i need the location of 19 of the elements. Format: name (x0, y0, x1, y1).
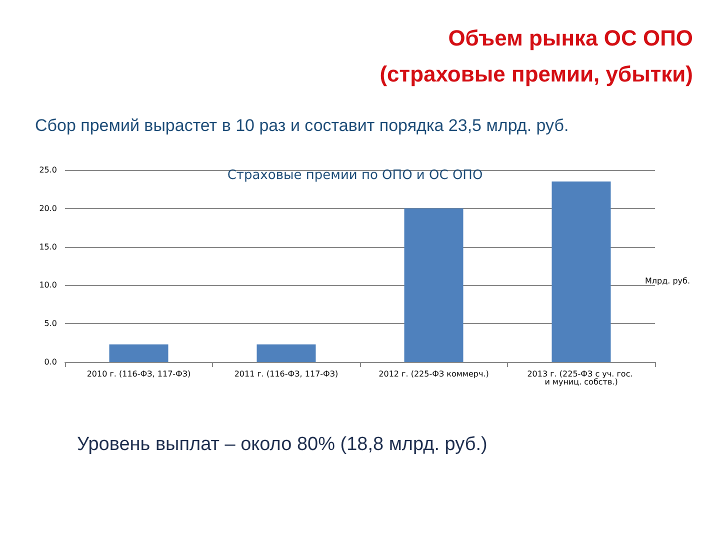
y-tick-label: 15.0 (39, 242, 57, 252)
x-tick-label: 2013 г. (225-ФЗ с уч. гос. и муниц. собств.) (527, 370, 636, 386)
bar (552, 182, 611, 362)
y-axis-title: Млрд. руб. (645, 276, 690, 286)
chart-subtitle: Сбор премий вырастет в 10 раз и составит порядка 23,5 млрд. руб. (35, 116, 569, 135)
bar (109, 344, 168, 362)
annotation: Страховые премии по ОПО и ОС ОПО (227, 168, 483, 183)
y-tick-label: 10.0 (39, 280, 57, 290)
text: Уровень выплат – около 80% (18,8 млрд. руб.) (77, 434, 488, 455)
x-tick-label: 2012 г. (225-ФЗ коммерч.) (378, 370, 489, 378)
x-tick-label: 2010 г. (116-ФЗ, 117-ФЗ) (86, 370, 191, 378)
bar (404, 208, 464, 362)
bar (256, 344, 316, 362)
chart-title: Объем рынка ОС ОПО (страховые премии, убытки) (380, 26, 694, 86)
y-tick-label: 20.0 (39, 204, 57, 213)
y-tick-label: 5.0 (44, 319, 57, 328)
x-tick-label: 2011 г. (116-ФЗ, 117-ФЗ) (234, 370, 338, 378)
y-tick-label: 25.0 (39, 166, 57, 174)
y-tick-label: 0.0 (44, 358, 57, 366)
